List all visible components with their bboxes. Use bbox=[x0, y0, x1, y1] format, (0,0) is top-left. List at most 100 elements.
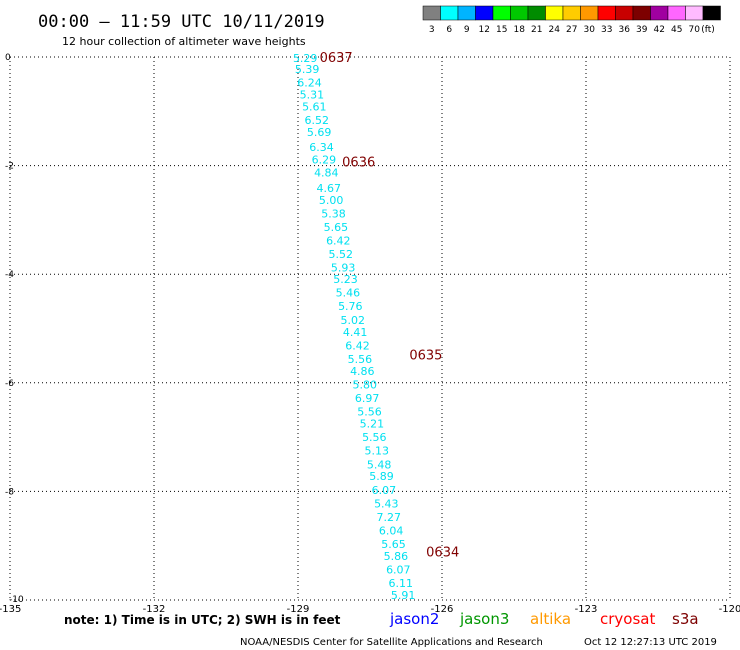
wave-height-point: 6.52 bbox=[304, 114, 329, 127]
colorbar-unit: (ft) bbox=[701, 25, 715, 35]
colorbar-swatch bbox=[440, 5, 459, 21]
wave-height-point: 5.89 bbox=[369, 470, 394, 483]
wave-height-point: 5.56 bbox=[362, 431, 387, 444]
wave-height-point: 5.43 bbox=[374, 497, 399, 510]
colorbar-swatch bbox=[527, 5, 546, 21]
time-label: 0635 bbox=[409, 349, 442, 364]
wave-height-point: 6.07 bbox=[372, 484, 397, 497]
wave-height-point: 6.29 bbox=[312, 154, 337, 167]
colorbar-label: 45 bbox=[671, 25, 682, 35]
wave-height-point: 5.65 bbox=[381, 538, 406, 551]
chart-subtitle: 12 hour collection of altimeter wave hei… bbox=[62, 35, 306, 48]
colorbar-label: 24 bbox=[549, 25, 561, 35]
footer-timestamp: Oct 12 12:27:13 UTC 2019 bbox=[584, 637, 717, 648]
wave-height-point: 5.46 bbox=[336, 287, 361, 300]
satellite-legend-item: s3a bbox=[672, 610, 699, 628]
colorbar-swatch bbox=[475, 5, 494, 21]
y-tick-label: -4 bbox=[5, 270, 14, 280]
wave-height-point: 6.11 bbox=[388, 577, 413, 590]
x-tick-label: -132 bbox=[143, 604, 166, 615]
wave-height-point: 5.69 bbox=[307, 126, 332, 139]
colorbar-label: 27 bbox=[566, 25, 577, 35]
wave-height-point: 6.97 bbox=[355, 392, 380, 405]
colorbar-swatch bbox=[580, 5, 599, 21]
wave-height-point: 5.65 bbox=[324, 221, 349, 234]
colorbar-swatch bbox=[422, 5, 441, 21]
y-tick-label: 0 bbox=[5, 53, 11, 63]
time-label: 0634 bbox=[426, 546, 459, 561]
colorbar-swatch bbox=[510, 5, 529, 21]
wave-height-point: 5.02 bbox=[340, 314, 365, 327]
satellite-legend-item: jason2 bbox=[389, 610, 439, 628]
wave-height-point: 5.23 bbox=[333, 273, 358, 286]
wave-height-point: 7.27 bbox=[376, 511, 401, 524]
colorbar-label: 30 bbox=[584, 25, 596, 35]
colorbar-label: 36 bbox=[619, 25, 631, 35]
y-tick-label: -10 bbox=[9, 595, 24, 605]
y-axis-tick-labels: 0 -2 -4 -6 -8 -10 bbox=[5, 53, 24, 605]
colorbar-swatch bbox=[632, 5, 651, 21]
colorbar-label: 39 bbox=[636, 25, 648, 35]
colorbar-label: 33 bbox=[601, 25, 612, 35]
colorbar-swatch bbox=[615, 5, 634, 21]
satellite-legend-item: cryosat bbox=[600, 610, 655, 628]
x-tick-label: -129 bbox=[287, 604, 310, 615]
wave-height-point: 5.93 bbox=[331, 262, 356, 275]
chart-title: 00:00 – 11:59 UTC 10/11/2019 bbox=[38, 12, 325, 32]
wave-height-point: 5.91 bbox=[391, 589, 416, 602]
colorbar-swatch bbox=[562, 5, 581, 21]
wave-height-point: 6.07 bbox=[386, 564, 411, 577]
colorbar-swatch bbox=[597, 5, 616, 21]
colorbar-swatch bbox=[702, 5, 721, 21]
footer-credit: NOAA/NESDIS Center for Satellite Applica… bbox=[240, 637, 543, 648]
footer-note: note: 1) Time is in UTC; 2) SWH is in fe… bbox=[64, 613, 341, 627]
x-axis-tick-labels: -135 -132 -129 -126 -123 -120 bbox=[0, 604, 740, 615]
colorbar-label: 18 bbox=[514, 25, 526, 35]
plot-grid bbox=[9, 56, 731, 601]
wave-height-point: 5.38 bbox=[321, 207, 346, 220]
wave-height-point: 5.52 bbox=[328, 248, 353, 261]
wave-height-point: 6.42 bbox=[326, 235, 351, 248]
y-tick-label: -8 bbox=[5, 487, 14, 497]
satellite-legend: jason2 jason3 altika cryosat s3a bbox=[389, 610, 699, 628]
x-tick-label: -123 bbox=[575, 604, 598, 615]
wave-height-point: 5.29 bbox=[293, 52, 318, 65]
time-label: 0636 bbox=[342, 155, 375, 170]
x-tick-label: -120 bbox=[719, 604, 740, 615]
wave-height-point: 5.31 bbox=[300, 88, 325, 101]
colorbar-swatch bbox=[492, 5, 511, 21]
wave-height-point: 5.76 bbox=[338, 300, 363, 313]
colorbar-swatch bbox=[667, 5, 686, 21]
x-tick-label: -126 bbox=[431, 604, 454, 615]
wave-height-point: 5.48 bbox=[367, 458, 392, 471]
time-labels: 0637 0636 0635 0634 bbox=[320, 51, 460, 561]
colorbar-label: 15 bbox=[496, 25, 507, 35]
wave-height-point: 5.61 bbox=[302, 100, 327, 113]
colorbar-legend: 3 6 9 12 15 18 21 24 27 30 33 36 39 42 45 70 bbox=[422, 5, 721, 35]
wave-height-point: 6.34 bbox=[309, 141, 334, 154]
time-label: 0637 bbox=[320, 51, 353, 66]
wave-height-point: 6.24 bbox=[297, 77, 322, 90]
wave-height-point: 4.84 bbox=[314, 167, 339, 180]
colorbar-label: 6 bbox=[446, 25, 452, 35]
colorbar-swatch bbox=[650, 5, 669, 21]
colorbar-label: 3 bbox=[429, 25, 435, 35]
wave-height-point: 5.80 bbox=[352, 378, 377, 391]
wave-height-point: 5.00 bbox=[319, 194, 344, 207]
wave-height-point: 5.13 bbox=[364, 445, 389, 458]
y-tick-label: -6 bbox=[5, 379, 14, 389]
wave-height-point: 6.04 bbox=[379, 524, 404, 537]
colorbar-label: 12 bbox=[479, 25, 490, 35]
wave-height-point: 5.39 bbox=[295, 63, 320, 76]
wave-height-labels: 5.295.396.245.315.616.525.69 6.346.294.84… bbox=[293, 52, 415, 602]
colorbar-label: 42 bbox=[654, 25, 665, 35]
colorbar-swatch bbox=[685, 5, 704, 21]
satellite-legend-item: jason3 bbox=[459, 610, 509, 628]
wave-height-point: 5.56 bbox=[357, 406, 382, 419]
wave-height-point: 5.86 bbox=[384, 550, 409, 563]
colorbar-label: 21 bbox=[531, 25, 542, 35]
wave-height-point: 4.41 bbox=[343, 326, 368, 339]
x-tick-label: -135 bbox=[0, 604, 21, 615]
colorbar-label: 70 bbox=[689, 25, 701, 35]
